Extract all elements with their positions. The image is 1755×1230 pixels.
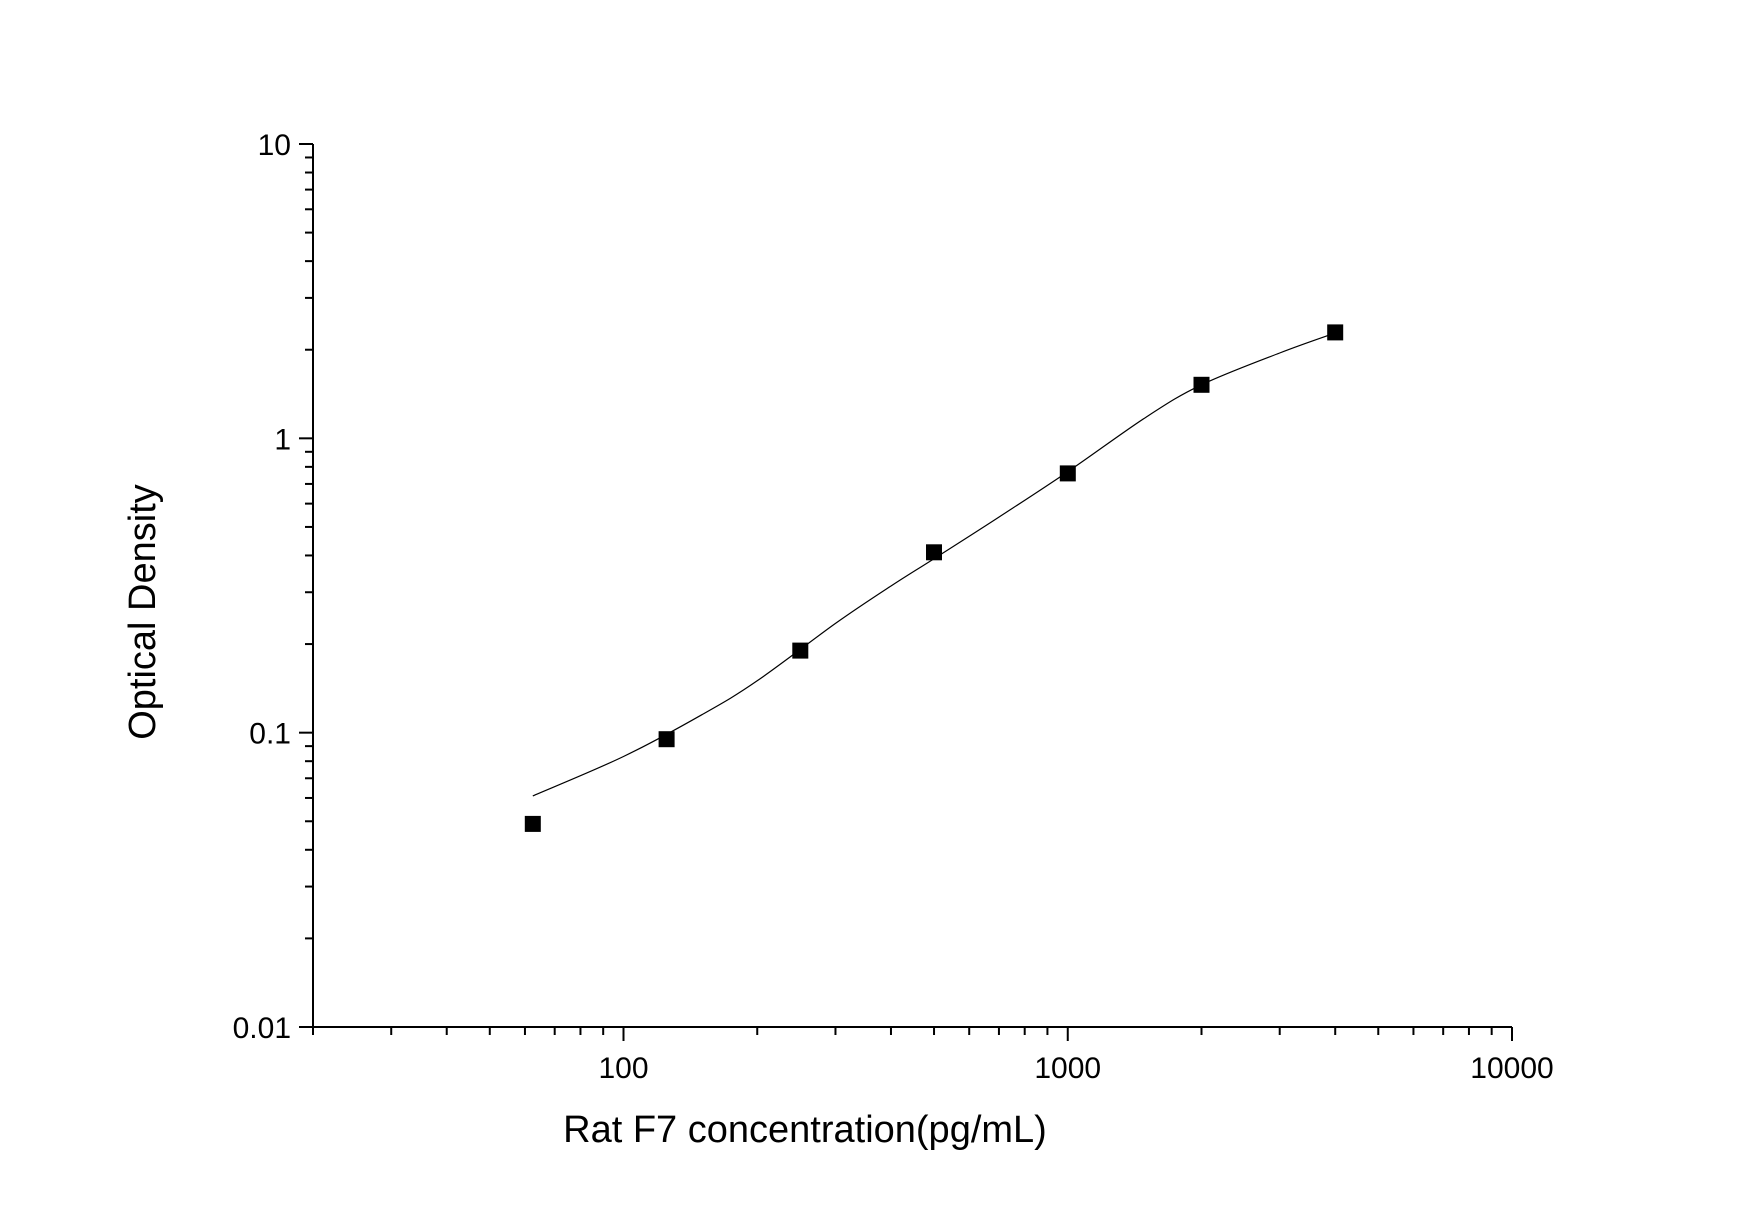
data-point — [1059, 465, 1076, 482]
x-axis-title: Rat F7 concentration(pg/mL) — [563, 1109, 1047, 1151]
data-point — [926, 544, 942, 561]
y-axis-title: Optical Density — [122, 484, 164, 740]
data-point — [1327, 324, 1344, 341]
x-tick-label: 100 — [598, 1052, 648, 1085]
data-point — [658, 731, 675, 748]
y-tick-label: 0.01 — [233, 1012, 291, 1045]
fit-curve — [532, 332, 1336, 797]
y-tick-label: 1 — [274, 423, 291, 456]
ticks — [299, 143, 1513, 1041]
tick-labels: 100 1000 10000 0.01 0.1 1 10 — [233, 129, 1554, 1085]
data-point — [1193, 376, 1210, 393]
data-point — [524, 815, 541, 832]
data-point — [792, 642, 809, 659]
x-tick-label: 10000 — [1470, 1052, 1553, 1085]
data-points — [524, 324, 1344, 832]
x-tick-label: 1000 — [1034, 1052, 1101, 1085]
y-tick-label: 10 — [258, 129, 291, 162]
axes — [312, 144, 1512, 1028]
y-tick-label: 0.1 — [249, 718, 291, 751]
